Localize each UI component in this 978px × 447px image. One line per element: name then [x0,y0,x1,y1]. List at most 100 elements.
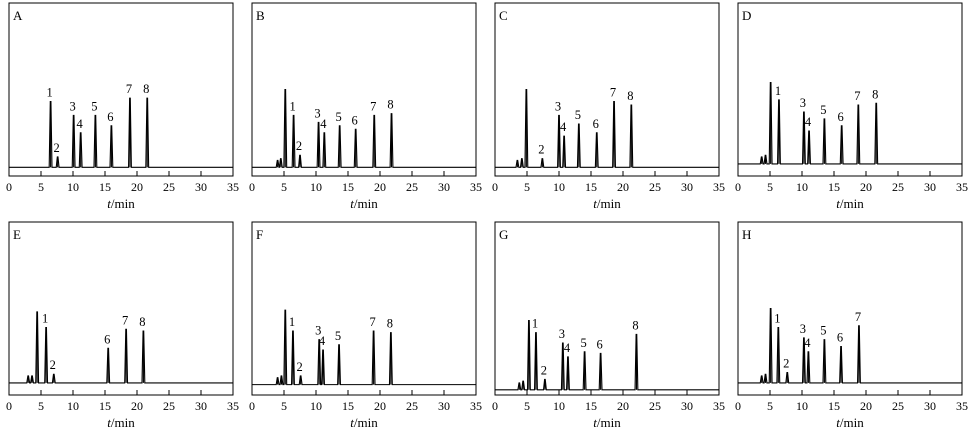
peak-label-3: 3 [800,96,806,110]
peak-label-8: 8 [872,87,878,101]
peak-label-4: 4 [320,117,327,131]
peak-label-4: 4 [805,115,812,129]
plot-frame [251,221,477,396]
x-tick-label: 5 [767,180,773,194]
x-axis-label: t/min [593,415,621,430]
x-tick-label: 10 [67,180,79,194]
peak-label-3: 3 [559,327,565,341]
peak-label-1: 1 [774,312,780,326]
peak-label-2: 2 [50,358,56,372]
peak-label-2: 2 [54,141,60,155]
x-tick-label: 10 [310,399,322,413]
peak-label-1: 1 [532,317,538,331]
peak-label-8: 8 [387,98,393,112]
plot-frame [8,221,234,396]
x-axis-label: t/min [107,415,135,430]
x-tick-label: 20 [374,399,386,413]
peak-label-2: 2 [297,360,303,374]
x-tick-label: 30 [195,180,207,194]
peak-label-8: 8 [632,318,638,332]
x-axis-label: t/min [593,196,621,211]
panel-letter: E [13,227,21,242]
x-axis-unit: /min [840,196,864,211]
x-tick-label: 20 [617,399,629,413]
peak-label-5: 5 [336,110,342,124]
x-tick-label: 15 [342,180,354,194]
x-axis-unit: /min [354,196,378,211]
plot-frame [494,221,720,396]
x-tick-label: 15 [585,180,597,194]
chromatogram-trace [9,311,233,384]
x-tick-label: 15 [828,180,840,194]
plot-frame [737,221,963,396]
x-tick-label: 10 [67,399,79,413]
peak-label-5: 5 [91,99,97,113]
chromatogram-trace [738,82,962,165]
peak-label-3: 3 [314,106,320,120]
x-axis-label: t/min [350,415,378,430]
peak-label-3: 3 [800,322,806,336]
x-tick-label: 0 [6,399,12,413]
x-axis-variable: t [593,196,597,211]
x-tick-label: 5 [38,399,44,413]
x-axis-variable: t [350,196,354,211]
x-axis-label: t/min [350,196,378,211]
x-tick-label: 25 [649,180,661,194]
peak-label-8: 8 [139,315,145,329]
peak-label-4: 4 [804,336,811,350]
x-tick-label: 20 [374,180,386,194]
x-tick-label: 10 [796,180,808,194]
chromatogram-trace [738,307,962,384]
x-axis-unit: /min [840,415,864,430]
plot-frame [8,2,234,177]
x-tick-label: 10 [553,399,565,413]
x-axis-variable: t [836,415,840,430]
x-tick-label: 35 [470,399,482,413]
x-tick-label: 15 [585,399,597,413]
x-tick-label: 25 [892,180,904,194]
x-axis-unit: /min [597,415,621,430]
x-tick-label: 0 [249,180,255,194]
x-axis-unit: /min [597,196,621,211]
x-tick-label: 35 [470,180,482,194]
peak-label-2: 2 [541,363,547,377]
peak-label-8: 8 [143,82,149,96]
peak-label-1: 1 [289,99,295,113]
x-tick-label: 0 [249,399,255,413]
x-tick-label: 20 [860,180,872,194]
x-tick-label: 35 [956,399,968,413]
panel-letter: B [256,8,265,23]
peak-label-1: 1 [46,86,52,100]
peak-label-7: 7 [370,99,376,113]
peak-label-7: 7 [369,315,375,329]
peak-label-5: 5 [335,329,341,343]
x-tick-label: 25 [163,180,175,194]
x-tick-label: 10 [553,180,565,194]
x-tick-label: 15 [99,180,111,194]
panel-letter: F [256,227,263,242]
plot-frame [494,2,720,177]
x-tick-label: 35 [713,399,725,413]
panel-letter: D [742,8,751,23]
peak-label-3: 3 [555,99,561,113]
x-tick-label: 15 [828,399,840,413]
peak-label-4: 4 [77,117,84,131]
peak-label-4: 4 [560,120,567,134]
x-tick-label: 30 [924,399,936,413]
x-tick-label: 25 [163,399,175,413]
peak-label-6: 6 [837,331,843,345]
x-tick-label: 5 [767,399,773,413]
x-axis-variable: t [836,196,840,211]
chromatogram-trace [495,88,719,168]
plot-frame [251,2,477,177]
x-tick-label: 5 [38,180,44,194]
peak-label-5: 5 [575,108,581,122]
x-axis-variable: t [593,415,597,430]
